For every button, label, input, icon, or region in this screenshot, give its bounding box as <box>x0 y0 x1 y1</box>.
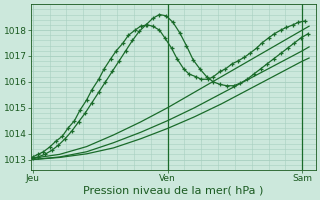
X-axis label: Pression niveau de la mer( hPa ): Pression niveau de la mer( hPa ) <box>84 186 264 196</box>
